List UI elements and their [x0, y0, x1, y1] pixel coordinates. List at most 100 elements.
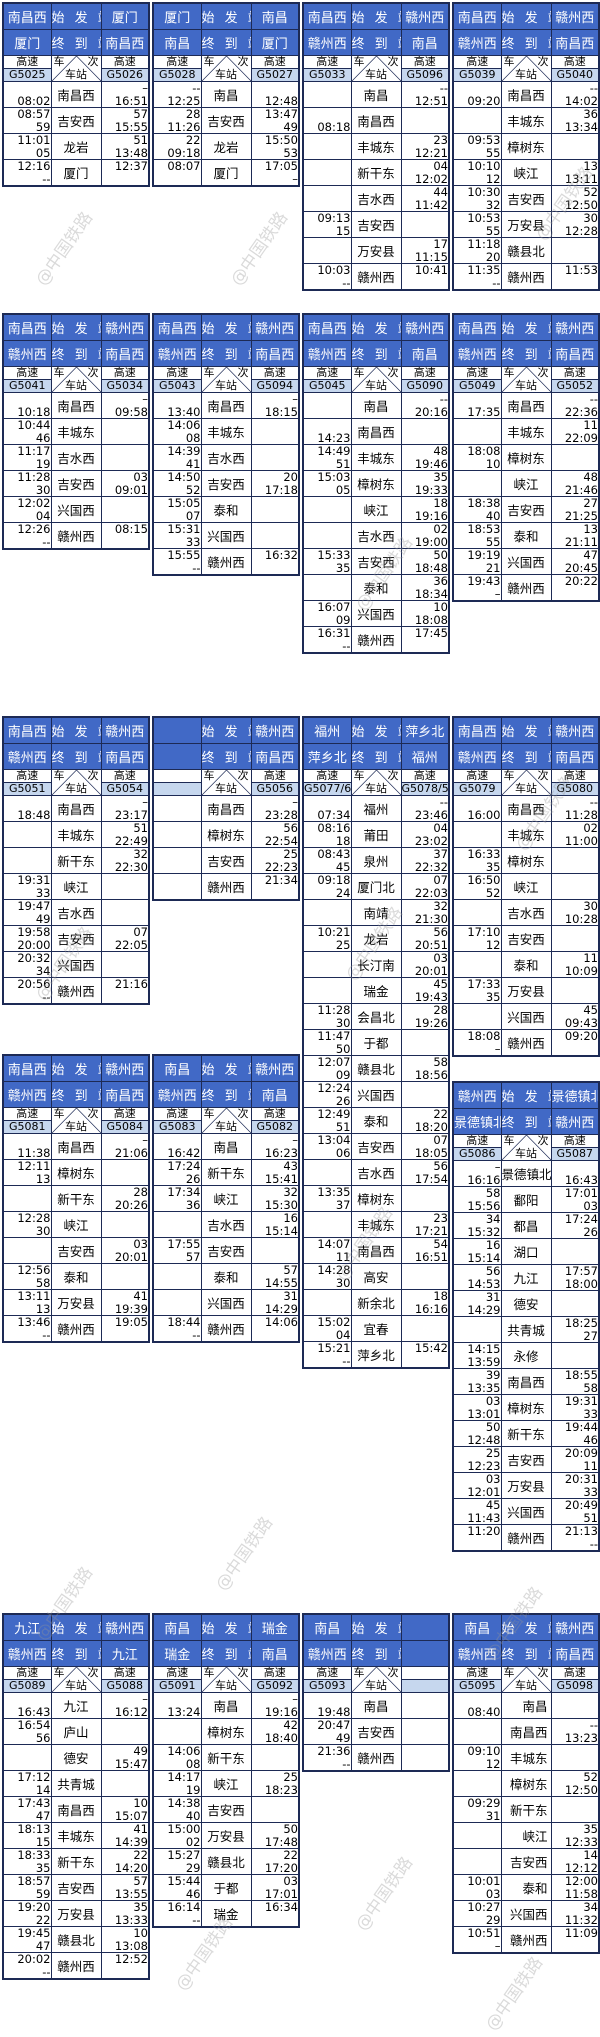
header-station: 车站 [65, 68, 87, 81]
station-name: 吉安西 [350, 211, 402, 238]
time-upper: 54 [433, 1237, 448, 1251]
table-row: 19:58 20:00 吉安西 07 22:05 [2, 925, 150, 952]
time-lower [102, 1225, 148, 1237]
time-lower: 22:49 [114, 833, 148, 848]
station-name: 于都 [200, 1874, 252, 1901]
origin-left: 南昌西 [452, 716, 502, 744]
time-lower [304, 95, 350, 107]
terminus-label: 终 到 站 [350, 743, 402, 770]
time-upper: -- [589, 1718, 598, 1732]
train-kind-right [400, 1666, 450, 1680]
time-upper: 20:49 [564, 1498, 598, 1512]
time-right: 22 17:20 [250, 1848, 300, 1875]
time-upper: 09:29 [467, 1796, 501, 1810]
time-upper [304, 901, 350, 913]
train-kind-left [152, 769, 202, 783]
time-lower [402, 1706, 448, 1718]
time-upper: 17:24 [564, 1212, 598, 1226]
station-name: 峡江 [500, 159, 552, 186]
origin-right: 赣州西 [100, 1054, 150, 1082]
time-lower [4, 835, 50, 847]
time-upper [552, 1240, 598, 1252]
time-upper: 32 [283, 1185, 298, 1199]
station-name: 吉水西 [50, 444, 102, 471]
time-upper: -- [589, 392, 598, 406]
header-station: 车站 [515, 1679, 537, 1692]
station-name: 泰和 [200, 496, 252, 523]
time-upper [252, 1746, 298, 1758]
time-right: 10 15:07 [100, 1796, 150, 1823]
time-lower [102, 913, 148, 925]
station-name: 宜春 [350, 1315, 402, 1342]
header-che: 车 [53, 769, 65, 782]
time-upper: 17:55 [167, 1237, 201, 1251]
table-row: 14:28 30 高安 [302, 1263, 450, 1290]
time-upper [402, 1694, 448, 1706]
header-che: 车 [503, 366, 515, 379]
train-number-right: G5084 [100, 1120, 150, 1134]
time-upper: – [142, 1133, 148, 1147]
station-name: 共青城 [500, 1316, 552, 1343]
time-left: 18:48 [2, 795, 52, 822]
time-upper: 14:39 [167, 444, 201, 458]
station-name: 新干东 [500, 1420, 552, 1447]
time-lower: 22:05 [114, 937, 148, 952]
table-row: 18:53 55 泰和 13 21:11 [452, 522, 600, 549]
header-station: 车站 [215, 68, 237, 81]
time-left: 17:12 14 [2, 1770, 52, 1797]
time-upper: 04 [433, 821, 448, 835]
time-upper: 12:56 [17, 1263, 51, 1277]
time-upper: 17:45 [414, 626, 448, 640]
time-upper [154, 797, 200, 809]
time-upper: 14:49 [317, 444, 351, 458]
time-lower [304, 173, 350, 185]
time-upper [402, 1031, 448, 1043]
train-number-right: G5052 [550, 379, 600, 393]
time-upper: 03 [433, 951, 448, 965]
table-row: 15:44 46 于都 03 17:01 [152, 1874, 300, 1901]
time-lower: 08 [185, 1756, 201, 1771]
time-upper: 18 [433, 1289, 448, 1303]
table-row: 新余北 18 16:16 [302, 1289, 450, 1316]
train-number-right: G5040 [550, 68, 600, 82]
table-row: 10:18 南昌西 –09:58 [2, 392, 150, 419]
train-station-diagonal-header: 车次车站 [50, 366, 102, 393]
time-left [152, 1718, 202, 1745]
time-right: 20:49 51 [550, 1498, 600, 1525]
time-upper: 52 [583, 1770, 598, 1784]
time-upper: 42 [283, 1718, 298, 1732]
time-right: 43 15:41 [250, 1159, 300, 1186]
time-left [452, 899, 502, 926]
time-lower [4, 1199, 50, 1211]
time-upper: 16:33 [467, 847, 501, 861]
time-right: 36 13:34 [550, 107, 600, 134]
time-lower: 18:40 [264, 1730, 298, 1745]
time-upper: 41 [133, 1822, 148, 1836]
table-row: 吉水西 16 15:14 [152, 1211, 300, 1238]
time-upper: 15:05 [167, 496, 201, 510]
station-name: 龙岩 [200, 133, 252, 160]
time-right: 04 12:02 [400, 159, 450, 186]
station-name: 万安县 [500, 977, 552, 1004]
time-left [2, 1185, 52, 1212]
table-row: 16:14 -- 瑞金 16:34 [152, 1900, 300, 1928]
terminus-right: 南昌西 [100, 1081, 150, 1108]
time-upper [4, 797, 50, 809]
time-left [302, 1159, 352, 1186]
diagonal-lines [52, 367, 100, 392]
table-row: 31 14:29 德安 [452, 1290, 600, 1317]
terminus-left: 赣州西 [152, 340, 202, 367]
table-row: 11:28 30 吉安西 03 09:01 [2, 470, 150, 497]
table-row: 18:13 15 丰城东 41 14:39 [2, 1822, 150, 1849]
table-row: 13:11 13 万安县 41 19:39 [2, 1289, 150, 1316]
time-lower: 13 [35, 1171, 51, 1186]
time-right: 56 22:54 [250, 821, 300, 848]
origin-left: 南昌西 [452, 313, 502, 341]
table-row: 丰城东 36 13:34 [452, 107, 600, 134]
time-lower [454, 484, 500, 496]
station-name: 丰城东 [500, 107, 552, 134]
station-name: 樟树东 [350, 1185, 402, 1212]
time-lower: 15:41 [264, 1171, 298, 1186]
time-upper [4, 849, 50, 861]
time-upper [252, 1798, 298, 1810]
